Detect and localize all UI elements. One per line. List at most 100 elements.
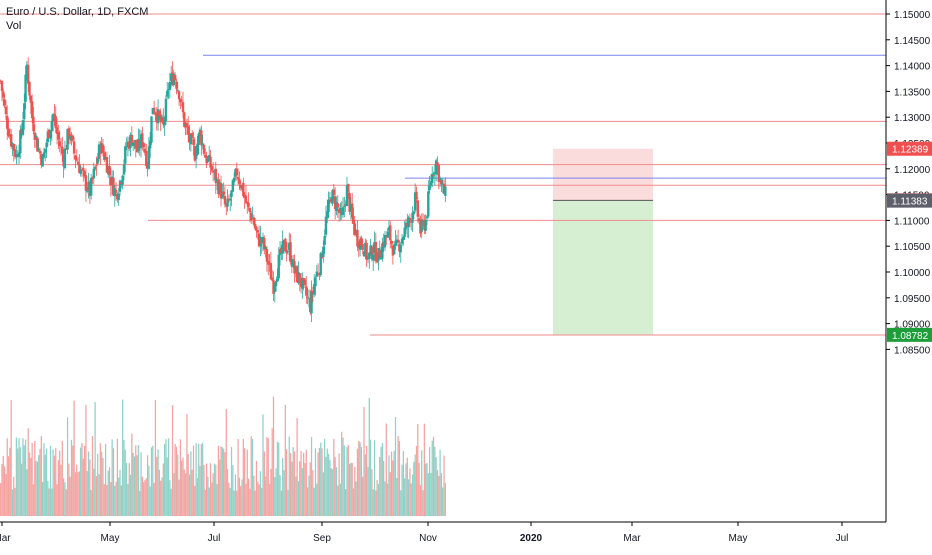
volume-bar	[36, 461, 39, 516]
candle-body	[198, 129, 202, 136]
candle-body	[436, 162, 439, 166]
candle-body	[341, 207, 345, 215]
candle-body	[162, 117, 165, 125]
candle-body	[281, 241, 284, 254]
volume-bar	[405, 463, 407, 516]
volume-bar	[275, 468, 277, 516]
x-tick-label: Nov	[419, 533, 437, 544]
volume-bar	[179, 439, 181, 516]
candle-body	[25, 64, 29, 77]
candle-body	[15, 154, 18, 158]
candle-body	[93, 166, 97, 170]
candle-body	[3, 99, 6, 106]
candle-body	[227, 199, 231, 201]
volume-bar	[150, 447, 153, 516]
volume-bar	[11, 489, 14, 516]
candle-body	[82, 167, 85, 171]
volume-bar	[215, 464, 217, 516]
volume-bar	[320, 442, 322, 516]
x-tick-label: Mar	[0, 533, 11, 544]
candle-body	[107, 166, 110, 175]
candle-body	[62, 154, 65, 167]
candle-body	[379, 257, 383, 260]
volume-bar	[30, 457, 32, 516]
candle-body	[368, 252, 371, 259]
candle-body	[412, 211, 416, 215]
volume-bar	[112, 448, 115, 516]
volume-bar	[116, 438, 119, 516]
candle-body	[440, 180, 443, 185]
volume-bar	[70, 439, 73, 516]
candle-body	[408, 217, 412, 221]
volume-bar	[331, 469, 334, 516]
candle-body	[324, 216, 328, 235]
candle-body	[345, 185, 349, 207]
volume-bar	[289, 453, 292, 516]
volume-bar	[411, 474, 414, 516]
volume-bar	[444, 482, 446, 516]
y-tick-label: 1.11000	[894, 216, 930, 227]
volume-bar	[271, 428, 273, 516]
stop-loss-zone[interactable]	[553, 148, 653, 201]
volume-bar	[223, 448, 225, 516]
volume-bar	[407, 479, 410, 516]
candle-body	[269, 263, 273, 280]
candle-body	[421, 220, 425, 222]
x-tick-label: May	[729, 533, 748, 544]
volume-bar	[396, 478, 398, 516]
candle-body	[336, 203, 339, 208]
candle-body	[158, 111, 161, 117]
candle-body	[51, 114, 55, 122]
volume-bar	[423, 423, 425, 516]
volume-bar	[314, 448, 317, 516]
candle-body	[332, 189, 336, 195]
candle-body	[377, 248, 380, 261]
volume-bar	[225, 408, 227, 516]
volume-bar	[418, 463, 420, 516]
volume-bar	[265, 476, 267, 516]
volume-bar	[317, 452, 319, 516]
candle-body	[420, 219, 423, 232]
candle-body	[442, 183, 446, 194]
candle-body	[214, 168, 217, 184]
candle-body	[327, 199, 330, 212]
volume-bar	[310, 437, 313, 516]
candle-body	[239, 184, 242, 188]
volume-bar	[390, 451, 393, 516]
candle-body	[386, 231, 389, 238]
candle-body	[108, 165, 111, 176]
candle-body	[89, 177, 93, 196]
volume-bar	[421, 450, 423, 516]
volume-bar	[240, 486, 242, 516]
volume-bar	[203, 464, 205, 516]
volume-bar	[85, 404, 87, 516]
volume-bar	[379, 457, 381, 516]
volume-bar	[251, 438, 254, 516]
volume-bar	[330, 467, 332, 516]
volume-bar	[53, 455, 56, 516]
candle-body	[323, 236, 326, 245]
candle-body	[4, 106, 8, 115]
candle-body	[402, 236, 405, 240]
candle-body	[240, 184, 244, 190]
candle-body	[192, 139, 195, 145]
candle-body	[260, 238, 263, 244]
volume-bar	[351, 462, 353, 516]
candle-body	[130, 134, 134, 146]
candle-body	[45, 142, 48, 148]
take-profit-zone[interactable]	[553, 200, 653, 335]
candle-body	[383, 234, 387, 248]
candle-body	[141, 133, 144, 144]
candle-body	[23, 103, 26, 120]
candle-body	[95, 165, 98, 167]
volume-bar	[171, 405, 174, 516]
volume-bar	[73, 400, 75, 516]
volume-bar	[347, 444, 349, 516]
volume-bar	[375, 490, 377, 516]
volume-bar	[108, 467, 111, 516]
candle-body	[263, 238, 266, 250]
volume-bar	[274, 476, 276, 516]
volume-bar	[19, 447, 21, 516]
